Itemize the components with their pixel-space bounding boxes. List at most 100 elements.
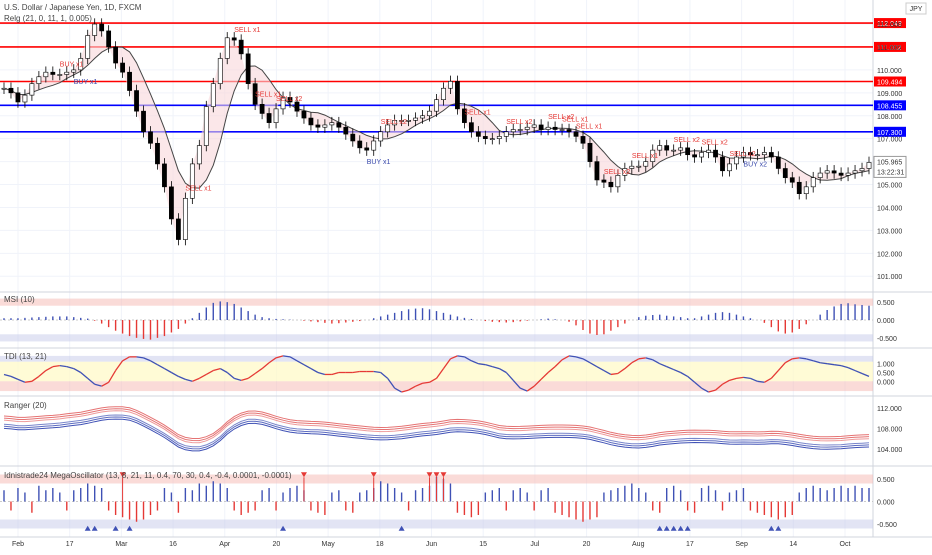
level-label-bg — [874, 41, 906, 52]
megaoscillator-pane[interactable]: 0.500 0.000 -0.500 — [0, 472, 897, 531]
candle-body — [217, 58, 223, 84]
currency-badge[interactable]: JPY — [905, 2, 927, 15]
candle-body — [50, 71, 56, 75]
candle-body — [224, 37, 230, 59]
candle-body — [852, 170, 858, 174]
candle-body — [392, 120, 398, 126]
time-tick-label: 17 — [66, 541, 74, 548]
tdi-line-segment — [247, 372, 256, 379]
candle-body — [238, 39, 244, 55]
candle-body — [838, 172, 844, 176]
candle-body — [357, 140, 363, 149]
tdi-line-segment — [526, 385, 535, 392]
tdi-line-segment — [729, 377, 737, 381]
tdi-line-segment — [540, 372, 549, 380]
tdi-line-segment — [87, 377, 96, 385]
signal-label: SELL x2 — [674, 137, 700, 144]
candle-body — [92, 23, 98, 36]
ranger-band-line — [3, 406, 870, 439]
tdi-line-segment — [666, 366, 674, 371]
candle-body — [350, 133, 356, 142]
tdi-line-segment — [408, 385, 416, 391]
msi-pane[interactable]: 0.500 0.000 -0.500 — [0, 298, 897, 343]
tdi-line-segment — [3, 373, 12, 378]
candle-body — [462, 108, 467, 123]
candle-body — [629, 165, 635, 169]
level-label: 109.494 — [877, 80, 902, 87]
sell-arrow-icon — [426, 472, 433, 478]
candle-body — [343, 126, 349, 135]
tdi-line-segment — [847, 367, 856, 372]
tdi-line-segment — [192, 377, 200, 382]
candle-body — [706, 149, 711, 153]
ranger-title: Ranger (20) — [4, 401, 47, 410]
tdi-line-segment — [561, 355, 570, 361]
signal-label: BUY x2 — [743, 161, 767, 168]
tdi-line-segment — [38, 370, 47, 377]
signal-label: SELL x1 — [255, 91, 281, 98]
tdi-line-segment — [701, 387, 709, 393]
tdi-line-segment — [45, 366, 54, 372]
candle-body — [810, 177, 816, 188]
tdi-line-segment — [471, 360, 479, 365]
candle-body — [141, 110, 146, 133]
msi-title: MSI (10) — [4, 295, 35, 304]
time-tick-label: Mar — [115, 541, 128, 548]
tdi-line-segment — [24, 380, 32, 383]
current-price-label: 105.965 — [877, 159, 902, 166]
tdi-line-segment — [777, 362, 786, 371]
tdi-line-segment — [317, 371, 326, 376]
tdi-line-segment — [722, 379, 730, 385]
msi-tick-label: 0.500 — [877, 300, 895, 307]
candle-body — [524, 126, 530, 130]
tdi-line-segment — [659, 363, 667, 368]
candle-body — [322, 124, 328, 128]
tdi-line-segment — [485, 364, 493, 368]
tdi-line-segment — [164, 368, 172, 374]
time-axis[interactable]: Feb 17 Mar 16 Apr 20 May 18 Jun 15 Jul 20 Aug 17 Sep 14… — [12, 541, 851, 548]
level-label: 108.455 — [877, 103, 902, 110]
buy-arrow-icon — [280, 525, 287, 531]
candle-body — [538, 124, 544, 130]
candle-body — [685, 147, 691, 156]
candle-body — [78, 58, 84, 71]
tdi-line-segment — [94, 383, 102, 387]
price-axis[interactable]: 112.043 111.002 109.494 108.455 107.300 112.0… — [873, 18, 907, 281]
candle-body — [678, 147, 684, 151]
time-tick-label: Jul — [530, 541, 539, 548]
candle-body — [608, 181, 614, 188]
tdi-line-segment — [478, 363, 486, 366]
candle-body — [371, 140, 377, 151]
price-tick-label: 110.000 — [877, 68, 902, 75]
candle-body — [169, 186, 174, 220]
tdi-line-segment — [226, 372, 235, 379]
candle-body — [203, 106, 209, 146]
signal-label: SELL x2 — [702, 139, 728, 146]
candle-body — [615, 175, 621, 188]
tdi-line-segment — [834, 364, 842, 367]
buy-arrow-icon — [91, 525, 98, 531]
tdi-line-segment — [394, 387, 402, 393]
tdi-line-segment — [234, 377, 242, 381]
tdi-line-segment — [792, 357, 800, 360]
candle-body — [378, 131, 384, 142]
tdi-line-segment — [415, 382, 423, 387]
candle-body — [120, 62, 125, 73]
ranger-pane[interactable]: 112.000 108.000 104.000 — [3, 406, 902, 454]
price-tick-label: 109.000 — [877, 91, 902, 98]
tdi-line-segment — [213, 367, 221, 372]
tdi-line-segment — [464, 356, 472, 362]
tdi-line-segment — [736, 376, 744, 380]
candle-body — [182, 197, 188, 240]
candle-body — [831, 170, 837, 174]
tdi-line-segment — [533, 378, 542, 387]
tdi-line-segment — [861, 372, 870, 378]
level-label: 112.043 — [877, 21, 902, 28]
candle-body — [552, 126, 558, 130]
tdi-line-segment — [241, 377, 249, 381]
candle-body — [817, 172, 823, 178]
ranger-tick-label: 112.000 — [877, 406, 902, 413]
